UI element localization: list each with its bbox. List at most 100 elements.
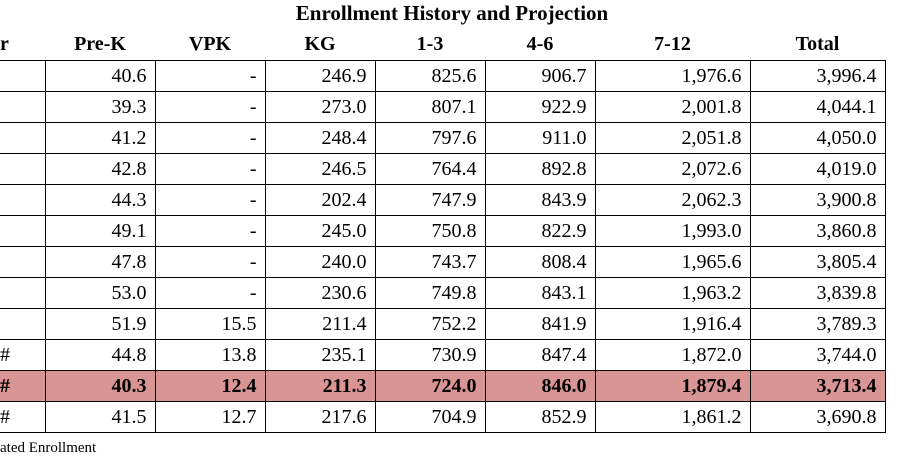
table-cell: - [154, 153, 266, 185]
table-row: 49.1-245.0 750.8 822.9 1,993.0 3,860.8 [0, 215, 886, 247]
table-cell: 13.8 [154, 339, 266, 371]
table-cell: 749.8 [374, 277, 486, 309]
table-cell: 211.4 [264, 308, 376, 340]
table-cell: 41.2 [44, 122, 156, 154]
column-header: VPK [155, 28, 265, 61]
table-cell: 51.9 [44, 308, 156, 340]
column-header: Pre-K [45, 28, 155, 61]
column-header: 1-3 [375, 28, 485, 61]
column-header: Total [750, 28, 885, 61]
table-cell [0, 308, 46, 340]
table-cell: 47.8 [44, 246, 156, 278]
table-cell: 1,916.4 [594, 308, 751, 340]
table-cell: 822.9 [484, 215, 596, 247]
table-row: 41.2-248.4 797.6 911.0 2,051.8 4,050.0 [0, 122, 886, 154]
table-cell: 1,965.6 [594, 246, 751, 278]
column-header: 7-12 [595, 28, 750, 61]
table-title: Enrollment History and Projection [295, 1, 609, 25]
table-cell: 235.1 [264, 339, 376, 371]
table-row: 44.3-202.4 747.9 843.9 2,062.3 3,900.8 [0, 184, 886, 216]
table-cell: - [154, 246, 266, 278]
table-cell: 843.9 [484, 184, 596, 216]
table-cell [0, 215, 46, 247]
table-cell: 1,861.2 [594, 401, 751, 433]
table-cell: 3,996.4 [749, 60, 886, 92]
table-cell: # [0, 401, 46, 433]
column-header: KG [265, 28, 375, 61]
table-cell: 847.4 [484, 339, 596, 371]
table-cell: 743.7 [374, 246, 486, 278]
table-cell: - [154, 60, 266, 92]
table-cell: 44.3 [44, 184, 156, 216]
enrollment-table: r Pre-K VPK KG 1-3 4-6 7-12 Total 40.6-246.9 825… [0, 28, 886, 433]
table-cell: 807.1 [374, 91, 486, 123]
table-cell: 911.0 [484, 122, 596, 154]
table-cell: 825.6 [374, 60, 486, 92]
table-cell: 217.6 [264, 401, 376, 433]
table-cell: 40.3 [44, 370, 156, 402]
table-cell [0, 246, 46, 278]
table-row: #41.5 12.7 217.6 704.9 852.9 1,861.2 3,690.8 [0, 401, 886, 433]
table-cell: 12.4 [154, 370, 266, 402]
table-cell: 40.6 [44, 60, 156, 92]
table-cell: - [154, 184, 266, 216]
table-cell: 49.1 [44, 215, 156, 247]
table-cell: 1,963.2 [594, 277, 751, 309]
table-cell: 211.3 [264, 370, 376, 402]
table-cell: 3,860.8 [749, 215, 886, 247]
table-cell: 747.9 [374, 184, 486, 216]
table-cell [0, 184, 46, 216]
table-row: 53.0-230.6 749.8 843.1 1,963.2 3,839.8 [0, 277, 886, 309]
table-cell: # [0, 370, 46, 402]
table-row: #40.3 12.4 211.3 724.0 846.0 1,879.4 3,713.4 [0, 370, 886, 402]
header-row: r Pre-K VPK KG 1-3 4-6 7-12 Total [0, 28, 885, 61]
table-cell [0, 153, 46, 185]
table-cell [0, 122, 46, 154]
table-cell: 2,072.6 [594, 153, 751, 185]
table-cell: 273.0 [264, 91, 376, 123]
table-cell: 2,051.8 [594, 122, 751, 154]
table-cell: 906.7 [484, 60, 596, 92]
table-cell: 704.9 [374, 401, 486, 433]
table-row: 51.9 15.5 211.4 752.2 841.9 1,916.4 3,789.3 [0, 308, 886, 340]
table-row: 39.3-273.0 807.1 922.9 2,001.8 4,044.1 [0, 91, 886, 123]
table-cell: 1,872.0 [594, 339, 751, 371]
table-cell: 53.0 [44, 277, 156, 309]
table-cell: # [0, 339, 46, 371]
table-cell: 246.9 [264, 60, 376, 92]
column-header: r [0, 28, 45, 61]
table-cell: - [154, 215, 266, 247]
table-cell: 1,976.6 [594, 60, 751, 92]
table-cell: 230.6 [264, 277, 376, 309]
table-cell: 2,001.8 [594, 91, 751, 123]
table-cell: 1,993.0 [594, 215, 751, 247]
table-cell: 42.8 [44, 153, 156, 185]
table-cell: 245.0 [264, 215, 376, 247]
table-cell: 808.4 [484, 246, 596, 278]
table-row: #44.8 13.8 235.1 730.9 847.4 1,872.0 3,744.0 [0, 339, 886, 371]
footnote: ated Enrollment [0, 440, 97, 456]
table-cell: 724.0 [374, 370, 486, 402]
table-cell [0, 277, 46, 309]
table-cell: 3,789.3 [749, 308, 886, 340]
column-header: 4-6 [485, 28, 595, 61]
table-row: 40.6-246.9 825.6 906.7 1,976.6 3,996.4 [0, 60, 886, 92]
table-cell: 3,900.8 [749, 184, 886, 216]
table-cell: 3,690.8 [749, 401, 886, 433]
table-cell: 246.5 [264, 153, 376, 185]
table-cell: 202.4 [264, 184, 376, 216]
table-cell: 4,050.0 [749, 122, 886, 154]
table-cell: 3,839.8 [749, 277, 886, 309]
table-body: 40.6-246.9 825.6 906.7 1,976.6 3,996.4 39.3-2… [0, 60, 886, 433]
table-cell: - [154, 91, 266, 123]
table-cell: 12.7 [154, 401, 266, 433]
table-cell: 764.4 [374, 153, 486, 185]
table-cell: 852.9 [484, 401, 596, 433]
table-cell: 730.9 [374, 339, 486, 371]
table-cell: 240.0 [264, 246, 376, 278]
table-cell: - [154, 277, 266, 309]
table-cell: 922.9 [484, 91, 596, 123]
table-cell: 797.6 [374, 122, 486, 154]
table-cell: 843.1 [484, 277, 596, 309]
